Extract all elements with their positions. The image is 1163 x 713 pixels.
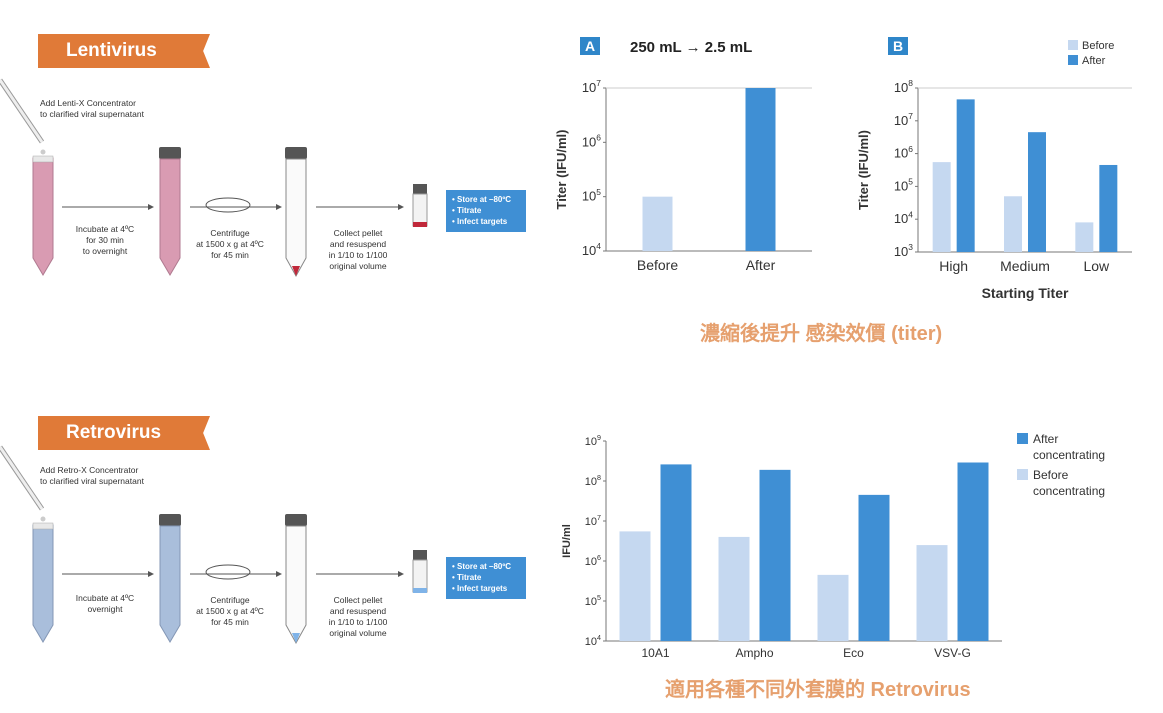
y-tick-label-B: 106 [894,144,913,161]
y-tick-label-A: 106 [582,132,601,149]
bar-B-Before-Low [1075,222,1094,252]
lenti-add-label: Add Lenti-X Concentrator to clarified vi… [40,98,144,119]
lenti-centrifuge-label: Centrifuge at 1500 x g at 4ºC for 45 min [196,228,264,260]
bar-A-After [745,88,776,251]
x-tick-label-B: Low [1083,258,1110,274]
lenti-incubate-label: Incubate at 4ºC for 30 min to overnight [75,224,135,256]
x-tick-label-C: Eco [843,646,864,660]
bar-C-Before-10A1 [619,531,651,641]
lenti-workflow-graphic [0,78,428,278]
retro-workflow: Retrovirus Add Retro-X Concentrator to c… [0,400,540,710]
bar-B-Before-Medium [1004,196,1022,252]
legend-swatch-C [1017,433,1028,444]
y-tick-label-A: 105 [582,187,601,204]
retro-banner: Retrovirus [38,416,210,450]
lenti-banner: Lentivirus [38,34,210,68]
vial-icon [412,550,428,593]
lenti-workflow: Lentivirus Add Lenti-X Concentrator to c… [0,0,540,330]
retro-next-steps-box: • Store at –80ºC • Titrate • Infect targ… [446,557,526,599]
y-tick-label-B: 108 [894,78,913,95]
bar-C-After-Eco [858,494,890,641]
legend-swatch-B [1068,55,1078,65]
chart-title-A: 250 mL → 2.5 mL [630,39,752,56]
bar-C-After-VSV-G [957,462,989,641]
legend-label-B: After [1082,55,1106,67]
y-tick-label-C: 109 [585,434,601,448]
panel-label-A: A [585,38,595,54]
lenti-next-steps-box: • Store at –80ºC • Titrate • Infect targ… [446,190,526,232]
bar-B-After-Medium [1028,132,1046,252]
y-axis-label-B: Titer (IFU/ml) [856,130,871,210]
tube-3-icon [285,147,307,278]
retro-caption: 適用各種不同外套膜的 Retrovirus [665,679,971,701]
bar-C-Before-Ampho [718,536,750,641]
bar-A-Before [642,196,673,251]
y-tick-label-C: 104 [585,634,601,648]
y-tick-label-C: 105 [585,594,601,608]
y-tick-label-C: 107 [585,514,601,528]
x-axis-label-B: Starting Titer [982,285,1069,301]
legend-swatch-B [1068,40,1078,50]
bar-B-Before-High [932,162,951,252]
y-axis-label-A: Titer (IFU/ml) [554,130,569,210]
pipette-icon [0,445,46,522]
tube-2-icon [159,147,181,276]
legend-swatch-C [1017,469,1028,480]
y-tick-label-A: 104 [582,241,601,258]
legend-label-C: concentrating [1033,448,1105,462]
y-axis-label-C: IFU/ml [561,524,573,558]
legend-label-B: Before [1082,40,1114,52]
lenti-collect-label: Collect pellet and resuspend in 1/10 to … [328,228,388,271]
x-tick-label-B: Medium [1000,258,1050,274]
panel-label-B: B [893,38,903,54]
bar-C-After-10A1 [660,464,692,641]
retro-workflow-graphic [0,445,428,645]
bar-C-Before-VSV-G [916,545,948,641]
lenti-caption: 濃縮後提升 感染效價 (titer) [700,323,943,345]
x-tick-label-A: Before [637,257,678,273]
y-tick-label-B: 103 [894,242,913,259]
x-tick-label-C: VSV-G [934,646,971,660]
legend-label-C: concentrating [1033,484,1105,498]
y-tick-label-C: 106 [585,554,601,568]
bar-B-After-High [956,99,975,252]
legend-label-C: After [1033,432,1058,446]
retro-centrifuge-label: Centrifuge at 1500 x g at 4ºC for 45 min [196,595,264,627]
retro-add-label: Add Retro-X Concentrator to clarified vi… [40,465,144,486]
y-tick-label-B: 107 [894,111,913,128]
bar-B-After-Low [1099,164,1118,252]
bar-C-Before-Eco [817,574,849,641]
tube-1-icon [32,522,54,643]
panel-label-box-B [888,37,908,55]
centrifuge-icon [205,197,251,213]
bar-C-After-Ampho [759,469,791,641]
centrifuge-icon [205,564,251,580]
y-tick-label-A: 107 [582,78,601,95]
retro-incubate-label: Incubate at 4ºC overnight [75,593,135,614]
panel-label-box-A [580,37,600,55]
y-tick-label-B: 105 [894,177,913,194]
legend-label-C: Before [1033,468,1069,482]
tube-3-icon [285,514,307,645]
retro-collect-label: Collect pellet and resuspend in 1/10 to … [328,595,388,638]
pipette-icon [0,78,46,155]
x-tick-label-C: 10A1 [641,646,669,660]
tube-2-icon [159,514,181,643]
x-tick-label-A: After [746,257,776,273]
y-tick-label-B: 104 [894,209,913,226]
y-tick-label-C: 108 [585,474,601,488]
x-tick-label-B: High [939,258,968,274]
x-tick-label-C: Ampho [735,646,773,660]
tube-1-icon [32,155,54,276]
vial-icon [412,184,428,227]
